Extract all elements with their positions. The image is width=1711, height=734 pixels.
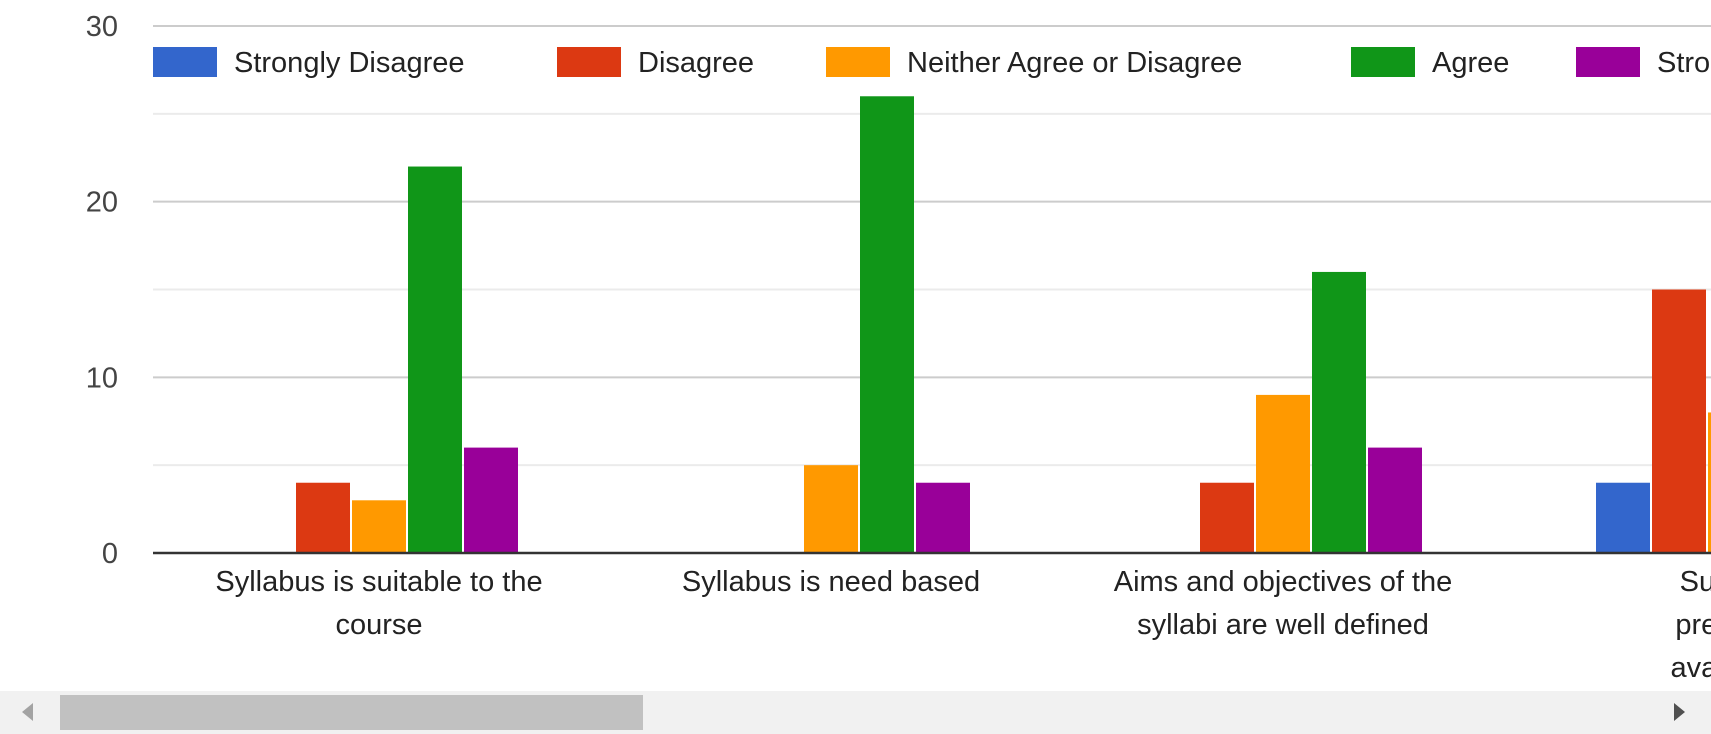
legend-label: Stro (1657, 47, 1710, 79)
bar (1368, 447, 1422, 553)
legend-swatch (1576, 47, 1640, 77)
bar (1596, 482, 1650, 553)
bar (1256, 394, 1310, 553)
gridlines (153, 25, 1711, 467)
bar (464, 447, 518, 553)
legend-label: Agree (1432, 47, 1509, 79)
bar-chart: 0 10 20 30 Strongly Disagree Disagree Neither… (86, 11, 1711, 684)
bar (408, 166, 462, 554)
category-label: course (335, 609, 422, 641)
y-tick-label: 30 (86, 11, 118, 43)
bar (296, 482, 350, 553)
bars (296, 96, 1711, 554)
category-label: Sufficien (1680, 566, 1711, 598)
category-label: available i (1671, 652, 1711, 684)
axes: 0 10 20 30 (86, 11, 1711, 570)
bar (1708, 412, 1711, 553)
legend-label: Strongly Disagree (234, 47, 465, 79)
scroll-thumb[interactable] (60, 695, 643, 730)
scroll-right-icon[interactable] (1674, 703, 1685, 721)
category-labels: Syllabus is suitable to the course Syllabu… (215, 566, 1711, 684)
y-tick-label: 10 (86, 362, 118, 394)
legend-label: Neither Agree or Disagree (907, 47, 1242, 79)
bar (860, 96, 914, 554)
bar (916, 482, 970, 553)
bar (1200, 482, 1254, 553)
bar (1652, 289, 1706, 553)
legend-swatch (557, 47, 621, 77)
scroll-left-icon[interactable] (22, 703, 33, 721)
bar (804, 465, 858, 553)
y-tick-label: 0 (102, 538, 118, 570)
category-label: Syllabus is need based (682, 566, 980, 598)
y-tick-label: 20 (86, 187, 118, 219)
category-label: syllabi are well defined (1137, 609, 1429, 641)
legend: Strongly Disagree Disagree Neither Agree o… (153, 47, 1710, 79)
category-label: Aims and objectives of the (1114, 566, 1453, 598)
category-label: prescribe (1675, 609, 1711, 641)
legend-swatch (826, 47, 890, 77)
bar (352, 500, 406, 553)
horizontal-scrollbar[interactable] (0, 691, 1711, 734)
bar (1312, 271, 1366, 553)
legend-swatch (1351, 47, 1415, 77)
legend-swatch (153, 47, 217, 77)
category-label: Syllabus is suitable to the (215, 566, 542, 598)
chart-area: 0 10 20 30 Strongly Disagree Disagree Neither… (86, 11, 1711, 684)
legend-label: Disagree (638, 47, 754, 79)
